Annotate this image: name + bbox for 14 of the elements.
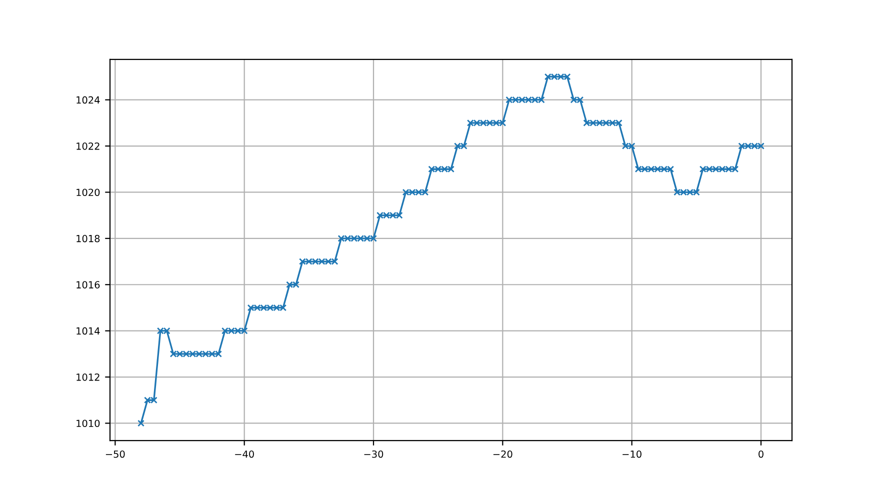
x-tick-label: −50	[106, 450, 125, 458]
x-tick-label: 0	[758, 450, 764, 458]
y-tick-label: 1018	[76, 234, 100, 242]
x-tick-label: −30	[364, 450, 384, 458]
y-tick-label: 1020	[76, 188, 100, 196]
y-tick-label: 1024	[76, 96, 100, 104]
y-tick-label: 1022	[76, 142, 100, 150]
y-tick-label: 1014	[76, 327, 100, 335]
x-tick-label: −40	[235, 450, 254, 458]
y-tick-label: 1012	[76, 374, 100, 381]
y-tick-label: 1010	[76, 420, 100, 428]
x-tick-label: −10	[622, 450, 642, 458]
x-tick-label: −20	[493, 450, 512, 458]
y-tick-label: 1016	[76, 281, 100, 288]
